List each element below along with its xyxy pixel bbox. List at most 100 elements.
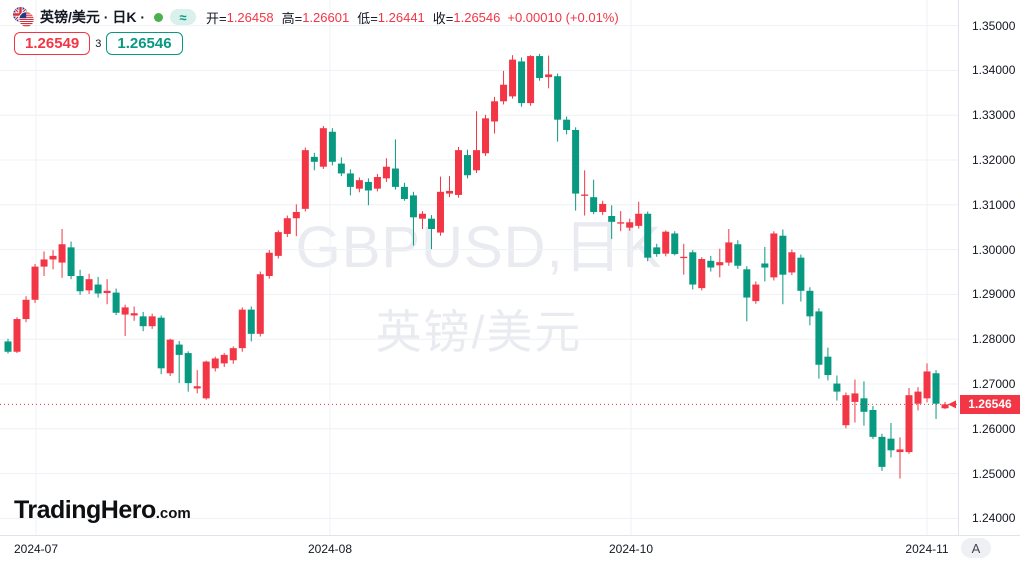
symbol-title[interactable]: 英镑/美元 · 日K ·	[40, 9, 145, 25]
candle[interactable]	[599, 200, 607, 216]
candle[interactable]	[328, 128, 336, 166]
candle[interactable]	[166, 338, 174, 376]
candle[interactable]	[40, 251, 48, 277]
candle[interactable]	[112, 288, 120, 316]
candle[interactable]	[157, 315, 165, 375]
candle[interactable]	[445, 176, 453, 198]
buy-price-button[interactable]: 1.26546	[106, 32, 183, 55]
candle[interactable]	[220, 353, 228, 367]
candle[interactable]	[932, 370, 940, 419]
candle[interactable]	[572, 127, 580, 211]
candle[interactable]	[554, 73, 562, 142]
candle[interactable]	[923, 363, 931, 403]
candle[interactable]	[148, 313, 156, 329]
candle[interactable]	[94, 276, 102, 298]
candle[interactable]	[491, 96, 499, 134]
candle[interactable]	[869, 405, 877, 440]
candle[interactable]	[473, 111, 481, 173]
candle[interactable]	[337, 157, 345, 177]
candle[interactable]	[455, 147, 462, 198]
candle[interactable]	[274, 230, 282, 259]
approx-price-icon[interactable]: ≈	[170, 9, 196, 25]
candle[interactable]	[292, 204, 300, 237]
candle[interactable]	[464, 149, 472, 179]
candle[interactable]	[833, 375, 841, 401]
price-axis[interactable]: 1.24000 1.25000 1.26000 1.27000 1.28000 1.290…	[958, 0, 1020, 535]
candle[interactable]	[31, 263, 39, 303]
candle[interactable]	[427, 215, 435, 250]
candlestick-chart[interactable]	[0, 0, 958, 535]
candle[interactable]	[860, 381, 868, 426]
candle[interactable]	[707, 255, 715, 272]
candle[interactable]	[509, 55, 517, 99]
candle[interactable]	[887, 422, 895, 458]
candle[interactable]	[482, 114, 490, 156]
candle[interactable]	[49, 250, 57, 270]
candle[interactable]	[193, 370, 201, 394]
candle[interactable]	[770, 231, 778, 281]
candle[interactable]	[139, 311, 147, 332]
candle[interactable]	[418, 211, 426, 229]
candle[interactable]	[797, 254, 805, 302]
candle[interactable]	[761, 246, 769, 282]
candle[interactable]	[184, 351, 192, 392]
candle[interactable]	[103, 279, 111, 305]
candle[interactable]	[238, 307, 246, 352]
last-price-badge[interactable]: 1.26546	[960, 394, 1020, 414]
candle[interactable]	[905, 388, 913, 454]
candle[interactable]	[527, 55, 535, 106]
candle[interactable]	[680, 243, 688, 275]
candle[interactable]	[247, 306, 255, 342]
candle[interactable]	[4, 338, 12, 354]
candle[interactable]	[878, 433, 886, 471]
candle[interactable]	[319, 125, 327, 169]
candle[interactable]	[355, 177, 363, 193]
candle[interactable]	[851, 379, 859, 423]
candle[interactable]	[788, 249, 796, 276]
candle[interactable]	[121, 304, 129, 337]
candle[interactable]	[382, 158, 390, 182]
candle[interactable]	[581, 170, 589, 216]
candle[interactable]	[67, 241, 75, 280]
time-axis[interactable]: 2024-07 2024-08 2024-10 2024-11	[0, 535, 1020, 564]
candle[interactable]	[716, 248, 724, 278]
candle[interactable]	[436, 176, 444, 236]
candle[interactable]	[644, 211, 652, 262]
candle[interactable]	[662, 230, 670, 257]
candle[interactable]	[409, 191, 417, 246]
candle[interactable]	[608, 205, 616, 239]
candle[interactable]	[265, 250, 273, 279]
candle[interactable]	[779, 229, 787, 305]
candle[interactable]	[671, 231, 679, 256]
candle[interactable]	[364, 178, 372, 206]
candle[interactable]	[689, 250, 697, 290]
market-status-dot-icon[interactable]	[154, 12, 163, 22]
candle[interactable]	[815, 308, 823, 379]
candle[interactable]	[734, 240, 742, 269]
candle[interactable]	[743, 266, 751, 322]
candle[interactable]	[842, 392, 850, 429]
candle[interactable]	[536, 53, 544, 81]
candle[interactable]	[22, 296, 30, 323]
sell-price-button[interactable]: 1.26549	[14, 32, 91, 55]
candle[interactable]	[85, 273, 93, 294]
candle[interactable]	[617, 211, 625, 232]
candle[interactable]	[914, 387, 922, 411]
candle[interactable]	[130, 306, 138, 321]
candle[interactable]	[635, 201, 643, 229]
candle[interactable]	[590, 179, 598, 215]
candle[interactable]	[76, 269, 84, 295]
axis-auto-button[interactable]: A	[961, 538, 991, 558]
candle[interactable]	[545, 55, 553, 89]
candle[interactable]	[824, 347, 832, 381]
candle[interactable]	[941, 401, 949, 410]
candle[interactable]	[391, 139, 399, 190]
candle[interactable]	[725, 228, 733, 266]
candle[interactable]	[752, 281, 760, 304]
candle[interactable]	[202, 360, 210, 400]
candle[interactable]	[806, 287, 814, 326]
candle[interactable]	[301, 147, 309, 212]
candle[interactable]	[346, 169, 354, 196]
candle[interactable]	[563, 116, 571, 135]
candle[interactable]	[500, 70, 508, 105]
